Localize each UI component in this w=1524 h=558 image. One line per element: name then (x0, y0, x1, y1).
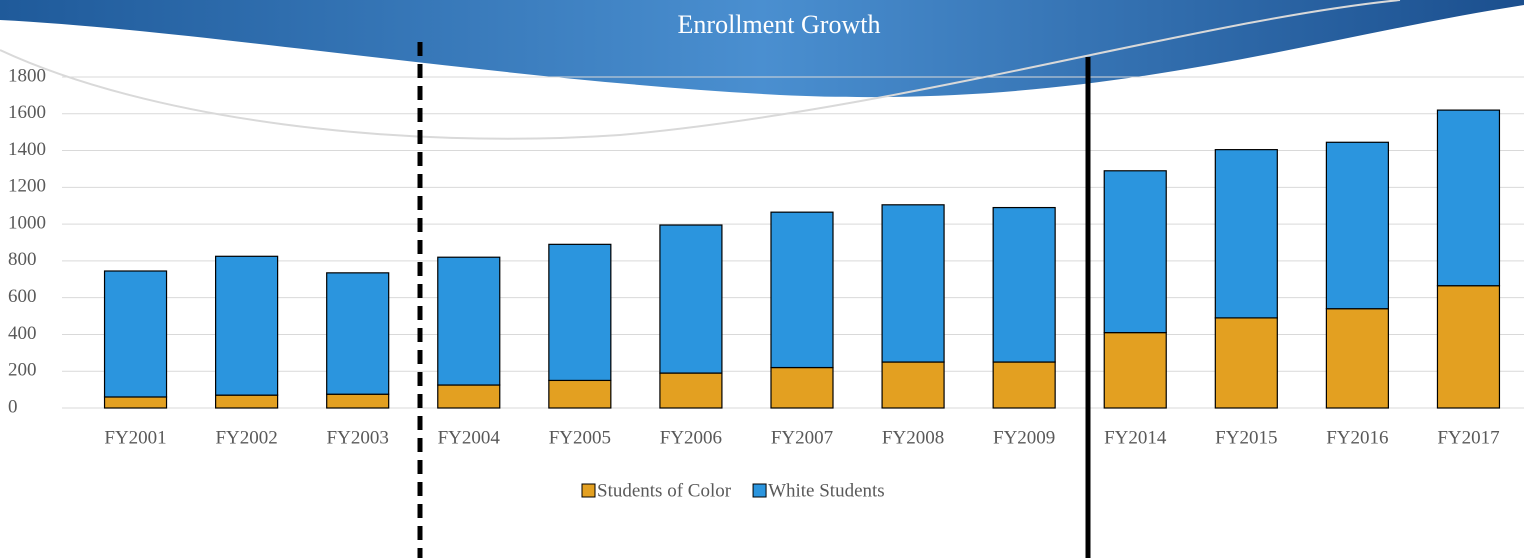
bar-segment (882, 362, 944, 408)
bar-segment (549, 244, 611, 380)
bar-segment (216, 395, 278, 408)
bar-segment (660, 373, 722, 408)
chart-title: Enrollment Growth (678, 10, 881, 39)
bar-segment (549, 380, 611, 408)
x-tick-label: FY2002 (215, 427, 277, 448)
y-tick-label: 1400 (8, 139, 46, 160)
bar-segment (1437, 110, 1499, 286)
bar-segment (327, 394, 389, 408)
bar-segment (993, 362, 1055, 408)
y-tick-label: 1600 (8, 102, 46, 123)
bar-segment (993, 208, 1055, 362)
y-tick-label: 0 (8, 396, 18, 417)
bar-segment (327, 273, 389, 394)
bar-segment (1326, 142, 1388, 308)
bar-segment (1104, 333, 1166, 408)
bar-segment (438, 385, 500, 408)
x-tick-label: FY2014 (1104, 427, 1167, 448)
y-tick-label: 800 (8, 249, 37, 270)
x-tick-label: FY2009 (993, 427, 1055, 448)
y-tick-label: 400 (8, 323, 37, 344)
x-tick-label: FY2008 (882, 427, 944, 448)
bar-segment (1437, 286, 1499, 408)
page: Enrollment Growth 0 200 400 600 800 1000 1200 1… (0, 0, 1524, 558)
bar-segment (438, 257, 500, 385)
x-tick-label: FY2004 (438, 427, 501, 448)
legend-swatch (582, 484, 595, 497)
bar-segment (1215, 318, 1277, 408)
x-tick-label: FY2015 (1215, 427, 1277, 448)
legend-label: Students of Color (597, 480, 732, 501)
bar-segment (1326, 309, 1388, 408)
bar-segment (1215, 150, 1277, 318)
y-tick-label: 1800 (8, 65, 46, 86)
x-tick-label: FY2003 (327, 427, 389, 448)
y-tick-label: 1000 (8, 212, 46, 233)
x-tick-label: FY2001 (104, 427, 166, 448)
y-tick-label: 200 (8, 360, 37, 381)
chart: Enrollment Growth 0 200 400 600 800 1000 1200 1… (0, 0, 1524, 558)
bar-segment (660, 225, 722, 373)
x-tick-label: FY2007 (771, 427, 833, 448)
x-tick-label: FY2005 (549, 427, 611, 448)
bar-segment (216, 256, 278, 395)
bar-segment (105, 271, 167, 397)
legend-swatch (753, 484, 766, 497)
x-tick-label: FY2006 (660, 427, 722, 448)
bar-segment (105, 397, 167, 408)
x-tick-label: FY2017 (1437, 427, 1499, 448)
x-tick-label: FY2016 (1326, 427, 1388, 448)
y-tick-label: 600 (8, 286, 37, 307)
legend-label: White Students (768, 480, 885, 501)
bar-segment (771, 368, 833, 408)
bar-segment (771, 212, 833, 367)
bar-segment (1104, 171, 1166, 333)
bar-segment (882, 205, 944, 362)
y-tick-label: 1200 (8, 176, 46, 197)
